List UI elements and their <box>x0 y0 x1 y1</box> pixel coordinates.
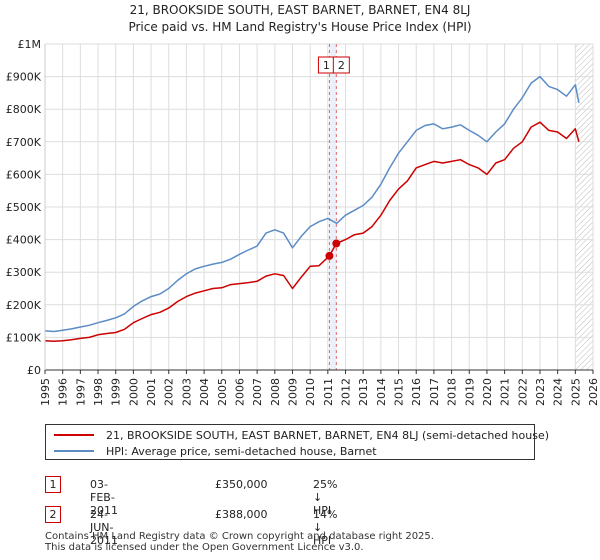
chart-subtitle: Price paid vs. HM Land Registry's House … <box>128 20 471 34</box>
hpi-series-line <box>44 75 580 333</box>
x-tick-label: 2024 <box>552 378 565 406</box>
x-tick-label: 2026 <box>587 378 600 406</box>
transaction-label: 2 <box>338 59 345 72</box>
y-tick-label: £700K <box>6 136 42 149</box>
footer-copyright: Contains HM Land Registry data © Crown c… <box>45 531 434 542</box>
transaction-label-box <box>332 56 350 74</box>
x-tick-label: 2016 <box>410 378 423 406</box>
x-tick-label: 2001 <box>145 378 158 406</box>
footer-licence: This data is licensed under the Open Gov… <box>45 542 364 553</box>
x-tick-label: 2008 <box>269 378 282 406</box>
y-tick-label: £800K <box>6 103 42 116</box>
y-tick-label: £400K <box>6 234 42 247</box>
transaction-number-badge: 2 <box>45 506 61 523</box>
x-tick-label: 1998 <box>92 378 105 406</box>
transaction-date: 24-JUN-2011 <box>90 508 118 547</box>
y-tick-label: £300K <box>6 266 42 279</box>
legend-label-property: 21, BROOKSIDE SOUTH, EAST BARNET, BARNET… <box>106 428 550 442</box>
legend-entry-hpi: HPI: Average price, semi-detached house,… <box>54 443 377 459</box>
x-tick-label: 1999 <box>110 378 123 406</box>
chart-title: 21, BROOKSIDE SOUTH, EAST BARNET, BARNET… <box>130 3 471 17</box>
y-tick-label: £1M <box>18 38 42 51</box>
price-chart: 21, BROOKSIDE SOUTH, EAST BARNET, BARNET… <box>6 3 600 406</box>
transaction-point <box>332 239 341 248</box>
transaction-price: £350,000 <box>215 478 268 491</box>
x-tick-label: 2010 <box>304 378 317 406</box>
x-tick-label: 2012 <box>340 378 353 406</box>
x-tick-label: 1997 <box>74 378 87 406</box>
legend: 21, BROOKSIDE SOUTH, EAST BARNET, BARNET… <box>45 424 549 460</box>
y-tick-label: £200K <box>6 299 42 312</box>
transaction-hpi-diff: 14% ↓ HPI <box>313 508 338 547</box>
x-tick-label: 2014 <box>375 378 388 406</box>
legend-swatch-hpi <box>54 450 94 452</box>
property-series-line <box>44 121 580 343</box>
x-tick-label: 2003 <box>180 378 193 406</box>
transaction-band <box>329 44 337 370</box>
x-tick-label: 2022 <box>516 378 529 406</box>
x-tick-label: 2004 <box>198 378 211 406</box>
legend-swatch-property <box>54 434 94 436</box>
y-tick-label: £100K <box>6 331 42 344</box>
x-tick-label: 2005 <box>216 378 229 406</box>
x-tick-label: 1995 <box>39 378 52 406</box>
x-tick-label: 2013 <box>357 378 370 406</box>
y-tick-label: £600K <box>6 168 42 181</box>
x-tick-label: 2009 <box>286 378 299 406</box>
transaction-label: 1 <box>323 59 330 72</box>
x-tick-label: 2017 <box>428 378 441 406</box>
transaction-date: 03-FEB-2011 <box>90 478 118 517</box>
x-tick-label: 2021 <box>499 378 512 406</box>
legend-entry-property: 21, BROOKSIDE SOUTH, EAST BARNET, BARNET… <box>54 427 549 443</box>
x-tick-label: 2006 <box>233 378 246 406</box>
y-tick-label: £0 <box>27 364 41 377</box>
y-tick-label: £500K <box>6 201 42 214</box>
transaction-point <box>325 251 334 260</box>
x-tick-label: 2015 <box>393 378 406 406</box>
x-tick-label: 2018 <box>446 378 459 406</box>
y-tick-label: £900K <box>6 71 42 84</box>
x-tick-label: 2011 <box>322 378 335 406</box>
transaction-number-badge: 1 <box>45 476 61 493</box>
transaction-hpi-diff: 25% ↓ HPI <box>313 478 338 517</box>
x-tick-label: 2007 <box>251 378 264 406</box>
x-tick-label: 2019 <box>463 378 476 406</box>
x-tick-label: 1996 <box>57 378 70 406</box>
legend-label-hpi: HPI: Average price, semi-detached house,… <box>106 444 377 458</box>
transaction-price: £388,000 <box>215 508 268 521</box>
x-tick-label: 2020 <box>481 378 494 406</box>
x-tick-label: 2000 <box>127 378 140 406</box>
footer: Contains HM Land Registry data © Crown c… <box>45 531 434 553</box>
x-tick-label: 2025 <box>569 378 582 406</box>
x-tick-label: 2023 <box>534 378 547 406</box>
x-tick-label: 2002 <box>163 378 176 406</box>
